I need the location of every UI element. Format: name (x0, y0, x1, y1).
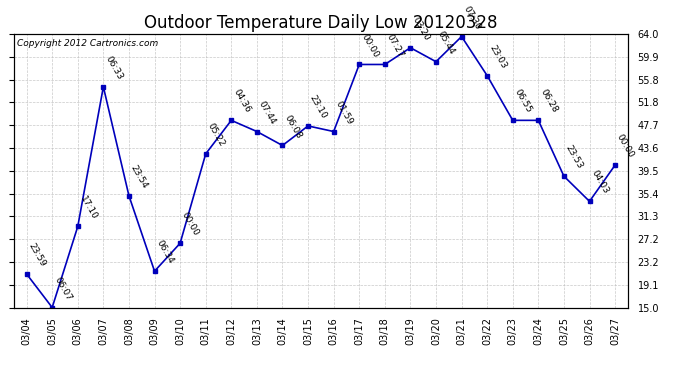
Text: 06:33: 06:33 (104, 54, 124, 81)
Text: 23:54: 23:54 (129, 164, 150, 190)
Text: 07:30: 07:30 (462, 4, 482, 31)
Text: 07:27: 07:27 (385, 32, 406, 59)
Text: 05:44: 05:44 (436, 29, 457, 56)
Text: 23:10: 23:10 (308, 94, 328, 120)
Text: 04:03: 04:03 (589, 169, 610, 196)
Text: 23:59: 23:59 (27, 242, 47, 268)
Text: 04:36: 04:36 (231, 88, 252, 115)
Text: Copyright 2012 Cartronics.com: Copyright 2012 Cartronics.com (17, 39, 158, 48)
Text: 05:22: 05:22 (206, 122, 226, 148)
Text: 06:07: 06:07 (52, 275, 73, 302)
Text: 06:28: 06:28 (538, 88, 559, 115)
Text: 23:53: 23:53 (564, 144, 584, 171)
Text: 00:00: 00:00 (615, 133, 636, 159)
Text: 17:10: 17:10 (78, 194, 99, 221)
Text: 23:03: 23:03 (487, 43, 508, 70)
Text: 06:55: 06:55 (513, 88, 533, 115)
Text: 03:20: 03:20 (411, 15, 431, 42)
Text: 06:08: 06:08 (282, 113, 303, 140)
Text: 00:00: 00:00 (180, 211, 201, 238)
Text: 00:00: 00:00 (359, 32, 380, 59)
Text: 01:59: 01:59 (334, 99, 355, 126)
Text: 06:34: 06:34 (155, 239, 175, 266)
Title: Outdoor Temperature Daily Low 20120328: Outdoor Temperature Daily Low 20120328 (144, 14, 497, 32)
Text: 07:44: 07:44 (257, 99, 277, 126)
